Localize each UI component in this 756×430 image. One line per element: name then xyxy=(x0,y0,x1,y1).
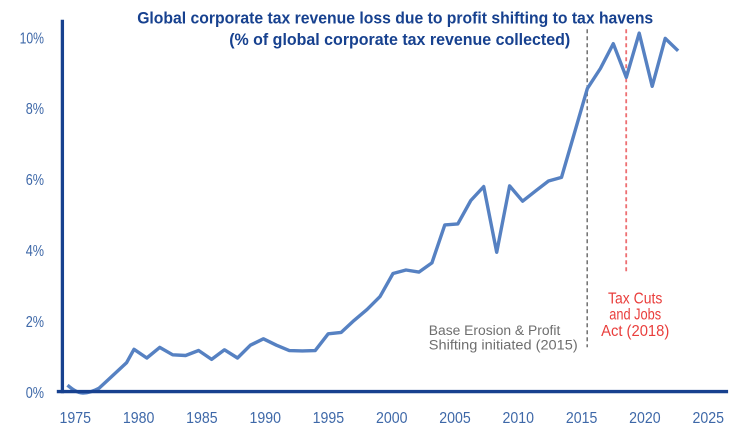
svg-text:6%: 6% xyxy=(26,172,44,189)
svg-text:Act (2018): Act (2018) xyxy=(601,323,669,340)
svg-text:Global corporate tax revenue l: Global corporate tax revenue loss due to… xyxy=(137,9,653,28)
svg-text:4%: 4% xyxy=(26,243,44,260)
svg-text:and Jobs: and Jobs xyxy=(609,307,661,324)
svg-text:1990: 1990 xyxy=(249,410,281,427)
svg-text:Tax Cuts: Tax Cuts xyxy=(608,290,663,307)
svg-text:2%: 2% xyxy=(26,314,44,331)
svg-text:Shifting initiated (2015): Shifting initiated (2015) xyxy=(429,338,578,354)
svg-text:10%: 10% xyxy=(20,30,44,47)
svg-text:1985: 1985 xyxy=(186,410,218,427)
svg-text:2005: 2005 xyxy=(439,410,471,427)
svg-text:8%: 8% xyxy=(26,101,44,118)
svg-text:2000: 2000 xyxy=(376,410,408,427)
svg-text:0%: 0% xyxy=(26,385,44,402)
svg-text:2015: 2015 xyxy=(566,410,598,427)
svg-text:2010: 2010 xyxy=(503,410,535,427)
svg-text:(% of global corporate tax rev: (% of global corporate tax revenue colle… xyxy=(229,30,570,49)
svg-text:1975: 1975 xyxy=(60,410,92,427)
svg-text:Base Erosion & Profit: Base Erosion & Profit xyxy=(429,323,561,339)
svg-text:2025: 2025 xyxy=(692,410,724,427)
svg-text:1995: 1995 xyxy=(313,410,345,427)
svg-text:2020: 2020 xyxy=(629,410,661,427)
svg-text:1980: 1980 xyxy=(123,410,155,427)
